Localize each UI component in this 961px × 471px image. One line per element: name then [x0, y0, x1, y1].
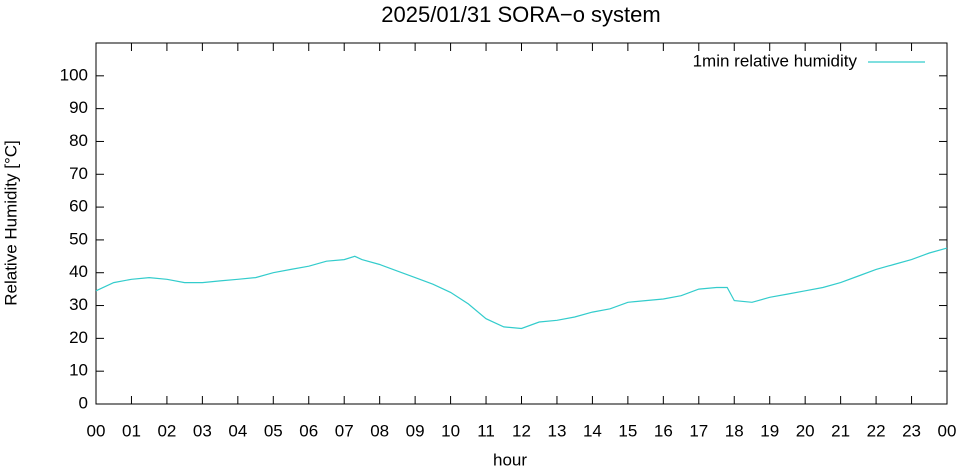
y-tick-label: 70: [69, 164, 88, 183]
plot-frame: [95, 42, 948, 405]
y-axis-label: Relative Humidity [°C]: [1, 140, 20, 306]
y-tick-label: 80: [69, 131, 88, 150]
x-tick-label: 07: [335, 421, 354, 440]
y-tick-label: 10: [69, 361, 88, 380]
x-axis-label: hour: [493, 450, 527, 469]
x-tick-label: 00: [938, 421, 957, 440]
x-tick-label: 10: [441, 421, 460, 440]
x-tick-label: 02: [157, 421, 176, 440]
x-tick-label: 03: [193, 421, 212, 440]
x-tick-label: 21: [831, 421, 850, 440]
x-tick-label: 11: [477, 421, 495, 440]
x-tick-label: 05: [264, 421, 283, 440]
x-tick-label: 00: [87, 421, 106, 440]
x-tick-label: 01: [122, 421, 141, 440]
y-tick-label: 50: [69, 229, 88, 248]
y-tick-label: 20: [69, 328, 88, 347]
x-tick-label: 19: [760, 421, 779, 440]
y-tick-label: 0: [79, 393, 88, 412]
x-tick-label: 16: [654, 421, 673, 440]
x-tick-label: 08: [370, 421, 389, 440]
chart-title: 2025/01/31 SORA−o system: [381, 2, 660, 27]
x-tick-label: 17: [689, 421, 708, 440]
x-tick-label: 09: [406, 421, 425, 440]
y-tick-label: 40: [69, 262, 88, 281]
x-tick-label: 18: [725, 421, 744, 440]
x-tick-label: 13: [547, 421, 566, 440]
x-tick-label: 20: [796, 421, 815, 440]
legend-label: 1min relative humidity: [693, 51, 858, 70]
x-tick-label: 12: [512, 421, 531, 440]
data-line: [95, 247, 948, 330]
x-tick-label: 23: [902, 421, 921, 440]
y-tick-label: 60: [69, 197, 88, 216]
y-tick-label: 100: [60, 65, 88, 84]
y-tick-label: 90: [69, 98, 88, 117]
x-tick-label: 22: [867, 421, 886, 440]
x-tick-label: 06: [299, 421, 318, 440]
x-tick-label: 14: [583, 421, 602, 440]
x-tick-label: 15: [618, 421, 637, 440]
y-tick-label: 30: [69, 295, 88, 314]
x-tick-label: 04: [228, 421, 247, 440]
